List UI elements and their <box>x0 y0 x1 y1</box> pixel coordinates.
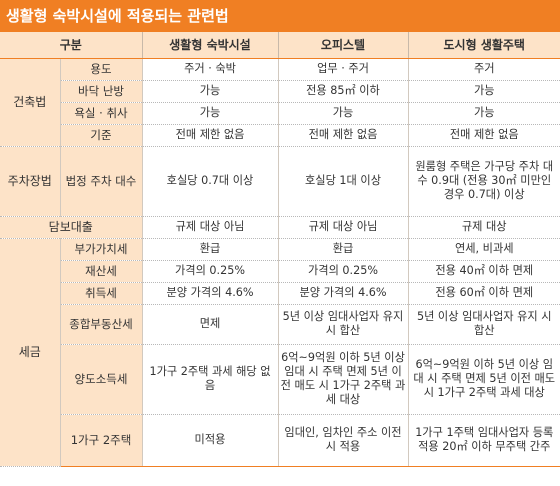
row-label: 욕실 · 취사 <box>60 102 143 125</box>
category-parking: 주차장법 <box>0 146 61 217</box>
cell: 1가구 2주택 과세 해당 없음 <box>142 344 279 415</box>
cell: 연세, 비과세 <box>408 238 560 261</box>
cell: 5년 이상 임대사업자 유지 시 합산 <box>278 304 409 345</box>
table-row: 종합부동산세 면제 5년 이상 임대사업자 유지 시 합산 5년 이상 임대사업… <box>0 304 560 345</box>
cell: 1가구 1주택 임대사업자 등록 적용 20㎡ 이하 무주택 간주 <box>408 414 560 467</box>
cell: 미적용 <box>142 414 279 467</box>
cell: 가능 <box>142 102 279 125</box>
row-label: 바닥 난방 <box>60 80 143 103</box>
cell: 6억~9억원 이하 5년 이상 임대 시 주택 면제 5년 이전 매도 시 1가… <box>408 344 560 415</box>
header-urban-housing: 도시형 생활주택 <box>408 32 560 59</box>
table-row: 세금 부가가치세 환급 환급 연세, 비과세 <box>0 238 560 467</box>
row-label: 부가가치세 <box>60 238 143 261</box>
table-row: 주차장법 법정 주차 대수 호실당 0.7대 이상 호실당 1대 이상 원룸형 … <box>0 146 560 217</box>
cell: 호실당 0.7대 이상 <box>142 146 279 217</box>
page-title: 생활형 숙박시설에 적용되는 관련법 <box>0 0 560 32</box>
row-label: 양도소득세 <box>60 344 143 415</box>
cell: 분양 가격의 4.6% <box>278 282 409 305</box>
table-row: 기준 전매 제한 없음 전매 제한 없음 전매 제한 없음 <box>0 124 560 147</box>
category-building: 건축법 <box>0 58 61 147</box>
cell: 환급 <box>278 238 409 261</box>
table-row: 양도소득세 1가구 2주택 과세 해당 없음 6억~9억원 이하 5년 이상 임… <box>0 344 560 415</box>
row-label: 법정 주차 대수 <box>60 146 143 217</box>
cell: 면제 <box>142 304 279 345</box>
cell: 환급 <box>142 238 279 261</box>
row-label: 취득세 <box>60 282 143 305</box>
cell: 가능 <box>278 102 409 125</box>
table-row: 욕실 · 취사 가능 가능 가능 <box>0 102 560 125</box>
table-row: 담보대출 규제 대상 아님 규제 대상 아님 규제 대상 <box>0 216 560 239</box>
comparison-table: 구분 생활형 숙박시설 오피스텔 도시형 생활주택 건축법 용도 주거 · 숙박… <box>0 32 560 467</box>
cell: 규제 대상 아님 <box>142 216 279 239</box>
row-label: 용도 <box>60 58 143 81</box>
cell: 업무 · 주거 <box>278 58 409 81</box>
row-label: 기준 <box>60 124 143 147</box>
cell: 가격의 0.25% <box>142 260 279 283</box>
table-row: 바닥 난방 가능 전용 85㎡ 이하 가능 <box>0 80 560 103</box>
cell: 전용 40㎡ 이하 면제 <box>408 260 560 283</box>
cell: 전매 제한 없음 <box>142 124 279 147</box>
cell: 임대인, 임차인 주소 이전 시 적용 <box>278 414 409 467</box>
header-row: 구분 생활형 숙박시설 오피스텔 도시형 생활주택 <box>0 32 560 59</box>
cell: 전매 제한 없음 <box>408 124 560 147</box>
table-row: 재산세 가격의 0.25% 가격의 0.25% 전용 40㎡ 이하 면제 <box>0 260 560 283</box>
cell: 분양 가격의 4.6% <box>142 282 279 305</box>
row-label: 종합부동산세 <box>60 304 143 345</box>
cell: 6억~9억원 이하 5년 이상 임대 시 주택 면제 5년 이전 매도 시 1가… <box>278 344 409 415</box>
cell: 전매 제한 없음 <box>278 124 409 147</box>
cell: 가능 <box>142 80 279 103</box>
header-officetel: 오피스텔 <box>278 32 409 59</box>
table-row: 취득세 분양 가격의 4.6% 분양 가격의 4.6% 전용 60㎡ 이하 면제 <box>0 282 560 305</box>
cell: 주거 <box>408 58 560 81</box>
table-row: 건축법 용도 주거 · 숙박 업무 · 주거 주거 <box>0 58 560 147</box>
cell: 전용 60㎡ 이하 면제 <box>408 282 560 305</box>
table-row: 1가구 2주택 미적용 임대인, 임차인 주소 이전 시 적용 1가구 1주택 … <box>0 414 560 467</box>
cell: 호실당 1대 이상 <box>278 146 409 217</box>
header-category: 구분 <box>0 32 143 59</box>
row-label: 1가구 2주택 <box>60 414 143 467</box>
cell: 규제 대상 <box>408 216 560 239</box>
header-residence-hotel: 생활형 숙박시설 <box>142 32 279 59</box>
cell: 가능 <box>408 80 560 103</box>
cell: 전용 85㎡ 이하 <box>278 80 409 103</box>
cell: 규제 대상 아님 <box>278 216 409 239</box>
category-tax: 세금 <box>0 238 61 467</box>
category-loan: 담보대출 <box>0 216 143 239</box>
cell: 5년 이상 임대사업자 유지 시 합산 <box>408 304 560 345</box>
cell: 원룸형 주택은 가구당 주차 대수 0.9대 (전용 30㎡ 미만인 경우 0.… <box>408 146 560 217</box>
cell: 가능 <box>408 102 560 125</box>
cell: 가격의 0.25% <box>278 260 409 283</box>
row-label: 재산세 <box>60 260 143 283</box>
cell: 주거 · 숙박 <box>142 58 279 81</box>
